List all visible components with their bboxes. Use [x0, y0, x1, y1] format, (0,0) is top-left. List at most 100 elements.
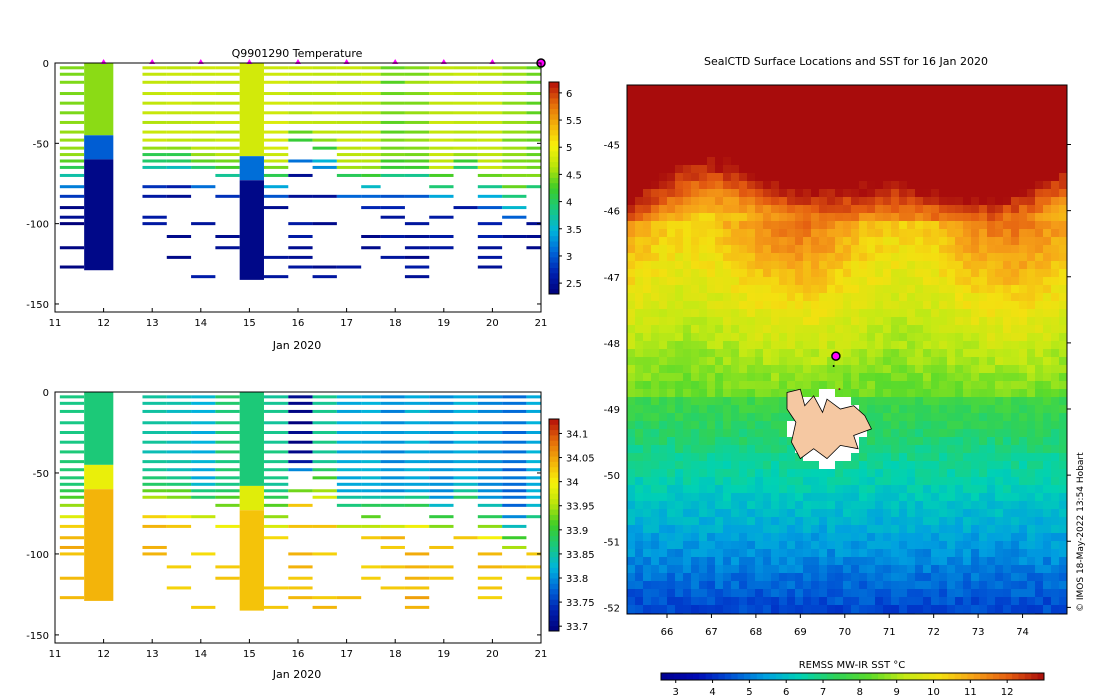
sst-cell: [651, 477, 659, 485]
sst-cell: [883, 429, 891, 437]
sst-cell: [923, 141, 931, 149]
sst-cell: [1019, 597, 1027, 605]
temperature-profile: [239, 63, 264, 280]
sst-cell: [731, 509, 739, 517]
sst-cell: [707, 357, 715, 365]
sst-cell: [883, 413, 891, 421]
sst-cell: [763, 413, 771, 421]
sst-cell: [963, 605, 971, 613]
sst-cell: [683, 133, 691, 141]
sst-cell: [899, 229, 907, 237]
sst-cell: [667, 333, 675, 341]
sst-cell: [915, 301, 923, 309]
sst-cell: [731, 293, 739, 301]
sst-colorbar-segment: [916, 673, 924, 680]
sst-cell: [763, 565, 771, 573]
sst-cell: [939, 317, 947, 325]
salinity-profile-sample: [429, 401, 454, 405]
sst-cell: [683, 573, 691, 581]
temperature-profile-sample: [312, 120, 337, 124]
sst-cell: [651, 509, 659, 517]
sst-cell: [907, 389, 915, 397]
sst-cell: [739, 173, 747, 181]
sst-colorbar-segment: [948, 673, 956, 680]
sst-cell: [899, 221, 907, 229]
sst-cell: [763, 181, 771, 189]
sst-cell: [1035, 165, 1043, 173]
sst-cell: [915, 229, 923, 237]
temperature-profile-sample: [361, 138, 381, 142]
sst-cell: [707, 597, 715, 605]
sst-cell: [715, 229, 723, 237]
salinity-profile-sample: [166, 440, 192, 444]
sst-cell: [899, 525, 907, 533]
sst-cell: [915, 429, 923, 437]
temperature-colorbar-segment: [549, 256, 559, 263]
sst-cell: [779, 461, 787, 469]
sst-map: [627, 85, 1067, 614]
sst-cell: [859, 141, 867, 149]
sst-cell: [763, 437, 771, 445]
sst-cell: [1027, 525, 1035, 533]
sst-cell: [715, 309, 723, 317]
salinity-profile-sample: [477, 460, 503, 464]
salinity-profile-sample: [288, 552, 313, 556]
sst-cell: [827, 605, 835, 613]
sst-cell: [979, 525, 987, 533]
sst-cell: [987, 165, 995, 173]
sst-cell: [907, 325, 915, 333]
sst-cell: [763, 309, 771, 317]
sst-cell: [1011, 117, 1019, 125]
sst-cell: [1035, 533, 1043, 541]
sst-cell: [907, 605, 915, 613]
sst-cell: [915, 261, 923, 269]
sst-cell: [715, 525, 723, 533]
sst-cell: [931, 429, 939, 437]
salinity-profile-sample: [59, 482, 85, 486]
sst-cell: [939, 141, 947, 149]
salinity-profile-sample: [215, 524, 240, 528]
salinity-profile: [380, 395, 405, 590]
sst-cell: [1035, 381, 1043, 389]
sst-cell: [843, 133, 851, 141]
sst-cell: [779, 293, 787, 301]
sst-cell: [1019, 197, 1027, 205]
sst-cell: [955, 173, 963, 181]
sst-cell: [1035, 373, 1043, 381]
sst-cell: [875, 557, 883, 565]
salinity-profile-sample: [477, 565, 503, 569]
sst-cell: [739, 541, 747, 549]
sst-cell: [755, 453, 763, 461]
sst-cell: [691, 533, 699, 541]
sst-cell: [915, 101, 923, 109]
sst-cell: [691, 557, 699, 565]
sst-cell: [699, 149, 707, 157]
sst-cell: [763, 477, 771, 485]
sst-cell: [947, 389, 955, 397]
salinity-colorbar-segment: [549, 419, 559, 425]
temperature-profile-sample: [191, 80, 216, 84]
sst-cell: [651, 501, 659, 509]
salinity-profile-sample: [361, 476, 381, 480]
sst-cell: [1003, 181, 1011, 189]
sst-cell: [931, 253, 939, 261]
sst-cell: [899, 485, 907, 493]
sst-cell: [739, 525, 747, 533]
sst-cell: [835, 317, 843, 325]
sst-cell: [995, 229, 1003, 237]
sst-cell: [683, 117, 691, 125]
sst-cell: [1011, 149, 1019, 157]
sst-cell: [715, 157, 723, 165]
sst-cell: [1011, 525, 1019, 533]
sst-cell: [1051, 205, 1059, 213]
sst-cell: [979, 477, 987, 485]
sst-cell: [835, 589, 843, 597]
sst-cell: [715, 85, 723, 93]
sst-cell: [651, 445, 659, 453]
sst-cell: [1043, 133, 1051, 141]
sst-cell: [995, 165, 1003, 173]
salinity-plot: [59, 392, 541, 611]
sst-cell: [891, 165, 899, 173]
sst-cell: [755, 125, 763, 133]
sst-cell: [691, 197, 699, 205]
